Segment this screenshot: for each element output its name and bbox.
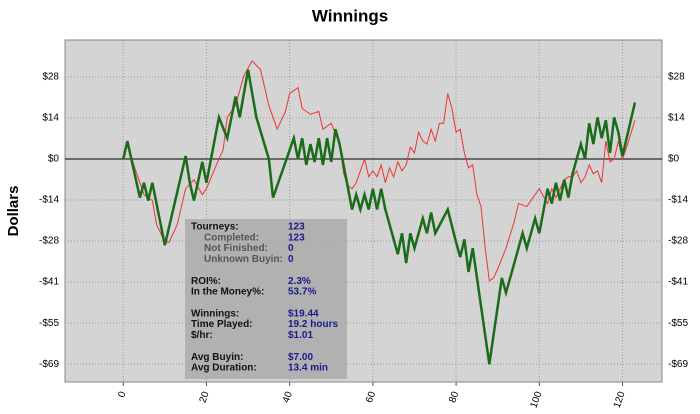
y-tick-label: -$41 — [39, 277, 59, 288]
y-tick-label: $14 — [42, 113, 59, 124]
x-tick-label: 20 — [198, 390, 212, 405]
x-tick-label: 60 — [364, 390, 378, 405]
stat-value: $19.44 — [288, 308, 319, 319]
stat-value: $1.01 — [288, 330, 313, 341]
y2-tick-label: -$28 — [668, 236, 688, 247]
stat-label: In the Money%: — [191, 287, 264, 298]
stat-value: $7.00 — [288, 352, 313, 363]
x-tick-label: 100 — [529, 390, 545, 410]
stat-label: Avg Duration: — [191, 363, 257, 374]
stat-label: Unknown Buyin: — [204, 254, 283, 265]
stat-label: Winnings: — [191, 308, 239, 319]
stat-label: Time Played: — [191, 319, 253, 330]
y-tick-label: -$55 — [39, 318, 59, 329]
y-axis-label: Dollars — [5, 186, 22, 237]
x-tick-label: 80 — [447, 390, 461, 405]
stat-label: Not Finished: — [204, 243, 268, 254]
y2-tick-label: -$55 — [668, 318, 688, 329]
x-tick-label: 120 — [612, 390, 628, 410]
y-tick-label: -$69 — [39, 359, 59, 370]
plot-area — [64, 39, 663, 383]
chart-title: Winnings — [312, 6, 388, 25]
y2-tick-label: -$69 — [668, 359, 688, 370]
x-tick-label: 40 — [281, 390, 295, 405]
stat-value: 0 — [288, 243, 294, 254]
stat-value: 53.7% — [288, 287, 316, 298]
y2-tick-label: $14 — [668, 113, 685, 124]
stat-label: Completed: — [204, 232, 259, 243]
stat-label: ROI%: — [191, 276, 221, 287]
y2-tick-label: -$41 — [668, 277, 688, 288]
y2-tick-label: $0 — [668, 154, 680, 165]
stats-box — [185, 219, 347, 379]
stat-value: 123 — [288, 222, 305, 233]
y-tick-label: $28 — [42, 72, 59, 83]
y2-tick-label: $28 — [668, 72, 685, 83]
stat-value: 2.3% — [288, 276, 311, 287]
stat-label: Avg Buyin: — [191, 352, 243, 363]
stat-label: Tourneys: — [191, 222, 239, 233]
stat-label: $/hr: — [191, 330, 213, 341]
stat-value: 13.4 min — [288, 363, 328, 374]
y-tick-label: $0 — [48, 154, 60, 165]
x-tick-label: 0 — [116, 390, 128, 399]
stat-value: 0 — [288, 254, 294, 265]
stat-value: 19.2 hours — [288, 319, 338, 330]
y2-tick-label: -$14 — [668, 195, 688, 206]
y-tick-label: -$14 — [39, 195, 59, 206]
y-tick-label: -$28 — [39, 236, 59, 247]
stat-value: 123 — [288, 232, 305, 243]
series-line — [122, 69, 637, 365]
